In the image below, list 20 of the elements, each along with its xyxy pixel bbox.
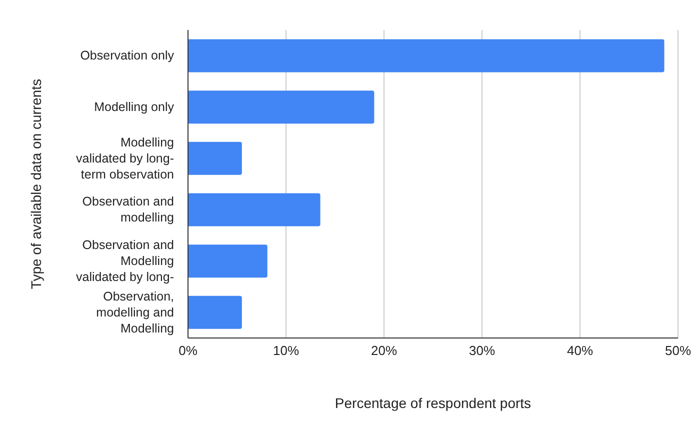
x-tick-label: 20% (370, 343, 398, 358)
y-tick-label: Modelling only (94, 100, 175, 114)
bar (188, 39, 664, 72)
bar (188, 90, 374, 124)
x-axis-title: Percentage of respondent ports (334, 395, 532, 411)
x-tick-label: 30% (468, 343, 496, 358)
bar (188, 193, 320, 226)
x-tick-label: 50% (664, 343, 692, 358)
y-tick-label: Observation and modelling (82, 194, 174, 225)
x-tick-label: 40% (566, 343, 594, 358)
x-tick-label: 10% (272, 343, 300, 358)
y-tick-label: Observation and Modelling validated by long- (76, 238, 174, 284)
y-tick-label: Modelling validated by long-term observation (76, 135, 174, 182)
bar (188, 142, 242, 175)
x-tick-label: 0% (178, 343, 198, 358)
y-tick-label: Observation only (80, 48, 175, 63)
y-axis-title: Type of available data on currents (28, 78, 44, 290)
bar (188, 244, 268, 278)
y-tick-label: Observation, modelling and Modelling (96, 289, 174, 336)
bar (188, 296, 242, 329)
